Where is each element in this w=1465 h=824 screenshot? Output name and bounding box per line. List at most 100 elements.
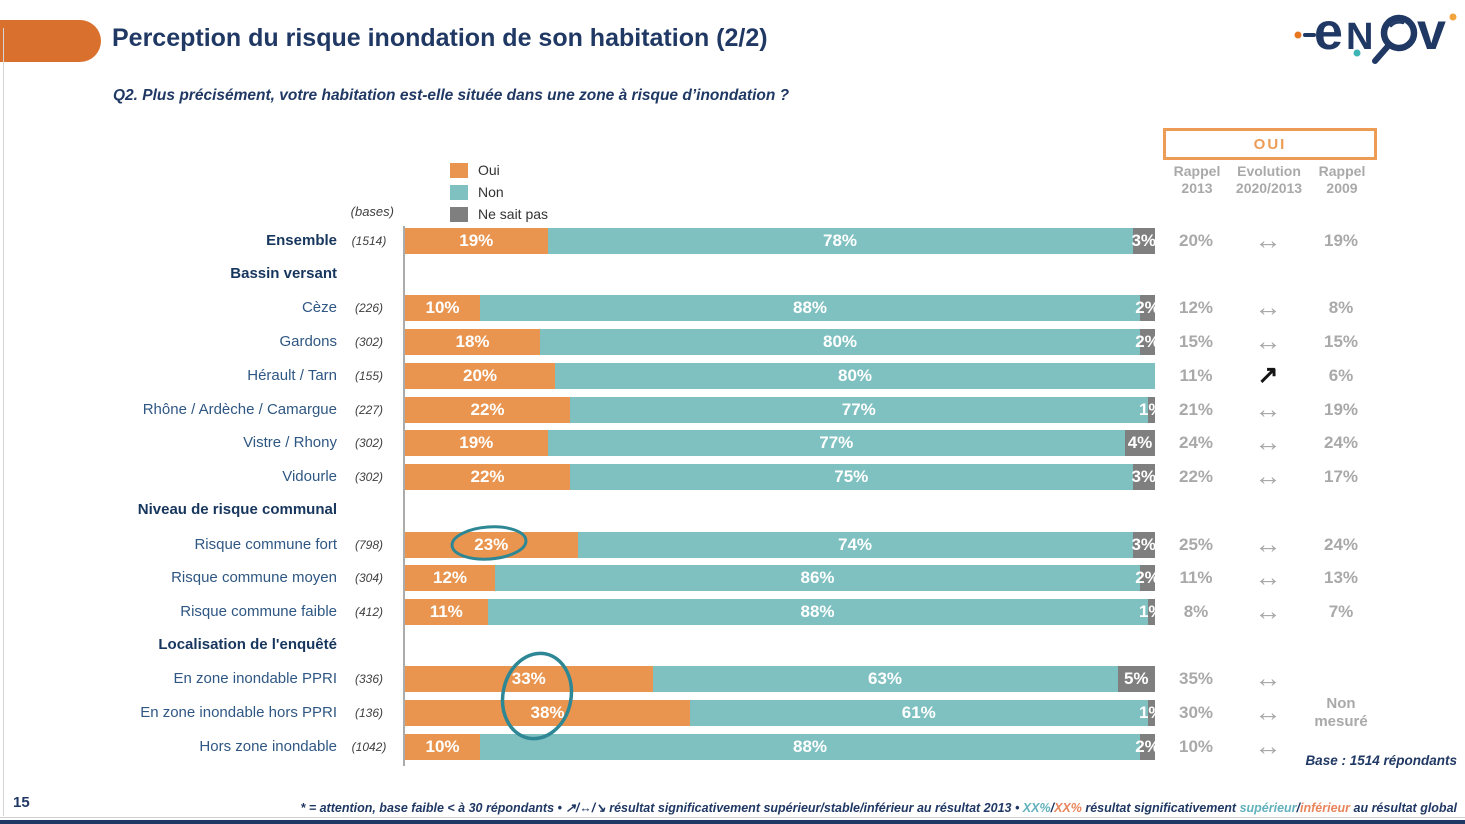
bar-segment-oui: 33% [405, 666, 653, 693]
bar-segment-nsp: 1% [1139, 700, 1164, 727]
non-mesure-line: Non [1326, 695, 1356, 712]
bar-segment-oui: 18% [405, 329, 540, 356]
column-header-rappel-2013: Rappel 2013 [1156, 163, 1238, 197]
evolution-arrow-stable: ↔ [1254, 292, 1282, 323]
logo-letter-v: v [1417, 12, 1446, 61]
bar-value-label: 88% [800, 602, 835, 622]
legend-item-nsp: Ne sait pas [450, 206, 548, 222]
rappel-2013-value: 30% [1178, 703, 1214, 723]
bar-segment-oui: 10% [405, 733, 480, 760]
bar-value-label: 11% [429, 602, 463, 622]
category-label: Niveau de risque communal [137, 500, 337, 518]
footnote-part: résultat significativement [1081, 801, 1240, 815]
bar-segment-non: 88% [480, 295, 1140, 322]
bar-segment-non: 77% [570, 396, 1148, 423]
bar-value-label: 22% [470, 467, 505, 487]
row-base: (302) [354, 436, 383, 451]
bar-segment-oui: 22% [405, 396, 570, 423]
rappel-2013-value: 20% [1178, 231, 1214, 250]
bar-segment-non: 78% [547, 228, 1133, 254]
bar-segment-nsp: 1% [1139, 599, 1164, 626]
legend-label: Oui [478, 162, 500, 178]
rappel-2009-value: 13% [1323, 568, 1359, 588]
rappel-2009-value: 19% [1323, 399, 1359, 419]
rappel-2009-value: 17% [1323, 467, 1359, 487]
rappel-2013-value: 24% [1178, 433, 1214, 453]
row-label: Hérault / Tarn [247, 366, 337, 384]
evolution-arrow-stable: ↔ [1254, 697, 1282, 728]
bar-segment-nsp: 2% [1135, 329, 1160, 356]
bar-value-label: 18% [455, 332, 490, 352]
column-header-evolution: Evolution 2020/2013 [1228, 163, 1310, 197]
page-number: 15 [13, 794, 30, 811]
left-border-line [3, 28, 4, 816]
bar-value-label: 3% [1131, 467, 1157, 487]
bar-value-label: 61% [901, 703, 936, 723]
bar-value-label: 63% [867, 669, 903, 689]
footnote-part: supérieur [1239, 801, 1297, 815]
bar-value-label: 33% [511, 669, 546, 689]
evolution-arrow-stable: ↔ [1254, 562, 1282, 593]
footnote-part: * = attention, base faible < à 30 répond… [300, 801, 566, 815]
footnote-part: inférieur [1300, 801, 1351, 815]
row-base: (302) [354, 470, 383, 485]
bar-segment-non: 63% [652, 666, 1118, 693]
rappel-2013-value: 11% [1179, 365, 1213, 385]
legend-swatch-oui [450, 162, 468, 178]
bar-segment-nsp: 3% [1131, 464, 1157, 491]
row-label: Vidourle [282, 468, 337, 486]
rappel-2013-value: 22% [1178, 467, 1214, 487]
evolution-arrow-stable: ↔ [1254, 427, 1282, 458]
legend-label: Non [478, 184, 504, 200]
row-label: Risque commune faible [180, 603, 337, 621]
bar-segment-nsp: 3% [1131, 228, 1156, 254]
header-accent-bar [0, 20, 101, 62]
bar-segment-non: 77% [547, 430, 1125, 457]
category-label: Localisation de l'enquêté [158, 635, 337, 653]
row-label: Risque commune moyen [171, 569, 337, 587]
bar-segment-nsp: 2% [1135, 295, 1160, 322]
bar-value-label: 2% [1135, 298, 1160, 318]
footnote: * = attention, base faible < à 30 répond… [0, 800, 1457, 815]
bar-segment-non: 75% [570, 464, 1133, 491]
oui-header-box: OUI [1163, 128, 1377, 160]
row-label: Risque commune fort [194, 535, 337, 553]
bar-value-label: 10% [425, 298, 460, 318]
base-respondents-note: Base : 1514 répondants [1305, 753, 1457, 768]
bar-value-label: 38% [530, 703, 565, 723]
rappel-2009-value: 15% [1323, 332, 1359, 352]
row-label: Gardons [279, 333, 337, 351]
bar-value-label: 3% [1131, 534, 1157, 554]
logo-lens-highlight [1389, 21, 1405, 28]
chart-baseline-axis [403, 226, 405, 766]
logo-dot-orange-left [1294, 31, 1302, 39]
row-base: (798) [354, 537, 383, 552]
footnote-part: résultat significativement supérieur/sta… [605, 801, 1023, 815]
bar-segment-nsp: 1% [1139, 396, 1164, 423]
page-title: Perception du risque inondation de son h… [112, 24, 768, 52]
logo-letter-e: e [1314, 12, 1343, 61]
row-base: (412) [354, 605, 383, 620]
bar-value-label: 78% [822, 231, 858, 250]
logo-magnifier-lens-icon [1380, 14, 1418, 52]
non-mesure-note: Non mesuré [1306, 695, 1376, 731]
rappel-2013-value: 15% [1178, 332, 1214, 352]
rappel-2009-value: 24% [1323, 433, 1359, 453]
row-base: (302) [354, 335, 383, 350]
non-mesure-line: mesuré [1314, 713, 1368, 730]
bar-value-label: 80% [822, 332, 858, 352]
evolution-arrow-stable: ↔ [1254, 225, 1282, 255]
bar-segment-oui: 23% [405, 531, 578, 558]
row-base: (1042) [351, 739, 387, 754]
bar-segment-non: 88% [487, 599, 1148, 626]
legend-label: Ne sait pas [478, 206, 549, 222]
rappel-2009-value: 6% [1328, 365, 1354, 385]
row-base: (1514) [351, 234, 387, 248]
bottom-navy-strip [0, 820, 1465, 824]
column-header-line: 2009 [1326, 180, 1358, 196]
logo-dot-orange-right [1449, 13, 1457, 21]
bar-segment-oui: 38% [405, 700, 690, 727]
rappel-2009-value: 8% [1328, 298, 1354, 318]
footnote-part: ↗/↔/↘ [565, 801, 606, 815]
